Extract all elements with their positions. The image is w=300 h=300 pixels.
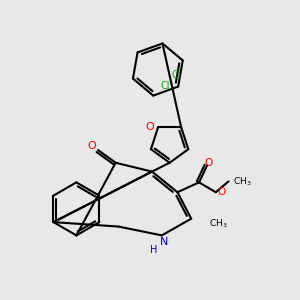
Text: O: O <box>146 122 154 132</box>
Text: CH$_3$: CH$_3$ <box>209 218 227 230</box>
Text: Cl: Cl <box>171 70 181 80</box>
Text: N: N <box>160 237 168 247</box>
Text: Cl: Cl <box>160 81 170 91</box>
Text: O: O <box>218 187 226 197</box>
Text: H: H <box>150 245 158 255</box>
Text: O: O <box>205 158 213 168</box>
Text: O: O <box>88 141 97 151</box>
Text: CH$_3$: CH$_3$ <box>233 175 252 188</box>
